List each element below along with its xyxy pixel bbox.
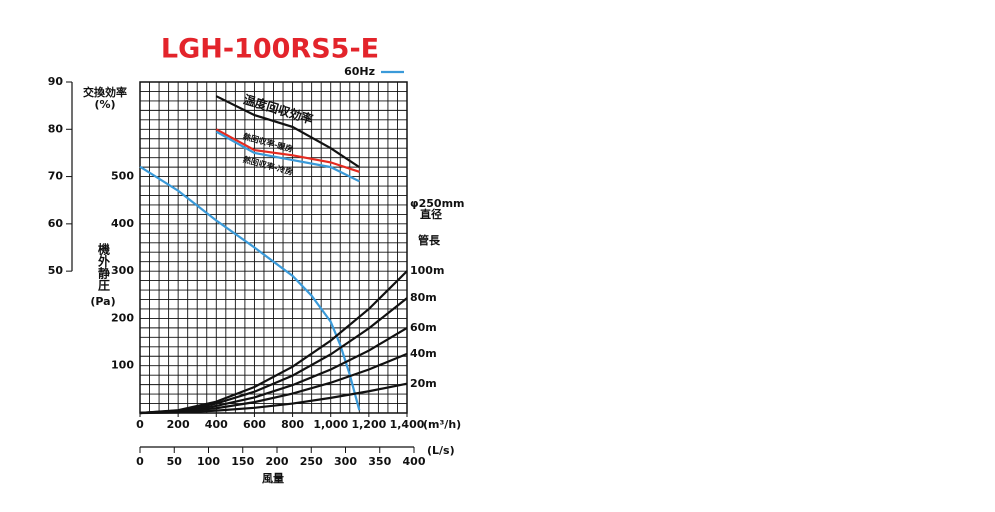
series-label: 100m [410,264,444,277]
y2-tick-label: 90 [48,75,64,88]
x-tick-label: 1,200 [351,418,386,431]
x2-tick-label: 100 [197,455,220,468]
x2-tick-label: 0 [136,455,144,468]
series-line [139,382,408,415]
x-tick-label: 600 [243,418,266,431]
series-line [139,165,361,411]
y2-axis-label: 交換効率 [83,85,127,99]
legend-label: 60Hz [344,65,375,78]
series-line [215,130,360,183]
series-line [139,352,408,415]
x2-tick-label: 400 [403,455,426,468]
y2-unit: (%) [94,98,115,111]
y-tick-label: 100 [111,359,134,372]
x-tick-label: 400 [205,418,228,431]
x2-tick-label: 50 [167,455,183,468]
x-tick-label: 800 [281,418,304,431]
y2-tick-label: 80 [48,122,64,135]
x-tick-label: 1,400 [390,418,425,431]
x2-unit: (L/s) [427,444,455,457]
series-label: 80m [410,291,437,304]
y2-tick-label: 50 [48,264,64,277]
x-unit: (m³/h) [423,418,461,431]
y-tick-label: 500 [111,170,134,183]
x2-tick-label: 150 [231,455,254,468]
series-line [215,128,360,173]
chart-title: LGH-100RS5-E [161,34,379,65]
x-tick-label: 200 [167,418,190,431]
y-tick-label: 300 [111,264,134,277]
series-label: 40m [410,347,437,360]
y2-tick-label: 70 [48,170,64,183]
plot-frame [139,81,408,414]
y-unit: (Pa) [90,295,115,308]
x2-tick-label: 200 [266,455,289,468]
series-label: 60m [410,321,437,334]
x2-tick-label: 350 [368,455,391,468]
annotation: 直径 [420,207,442,221]
x-axis-label: 風量 [262,472,284,485]
x-tick-label: 1,000 [313,418,348,431]
y2-tick-label: 60 [48,217,64,230]
y-tick-label: 200 [111,311,134,324]
x-tick-label: 0 [136,418,144,431]
annotation: φ250mm [410,197,465,210]
y-axis-label: 機外静圧 [97,242,111,292]
x2-tick-label: 300 [334,455,357,468]
annotation: 管長 [418,233,441,247]
series-label: 20m [410,377,437,390]
y-tick-label: 400 [111,217,134,230]
series-line [215,95,360,169]
x2-tick-label: 250 [300,455,323,468]
